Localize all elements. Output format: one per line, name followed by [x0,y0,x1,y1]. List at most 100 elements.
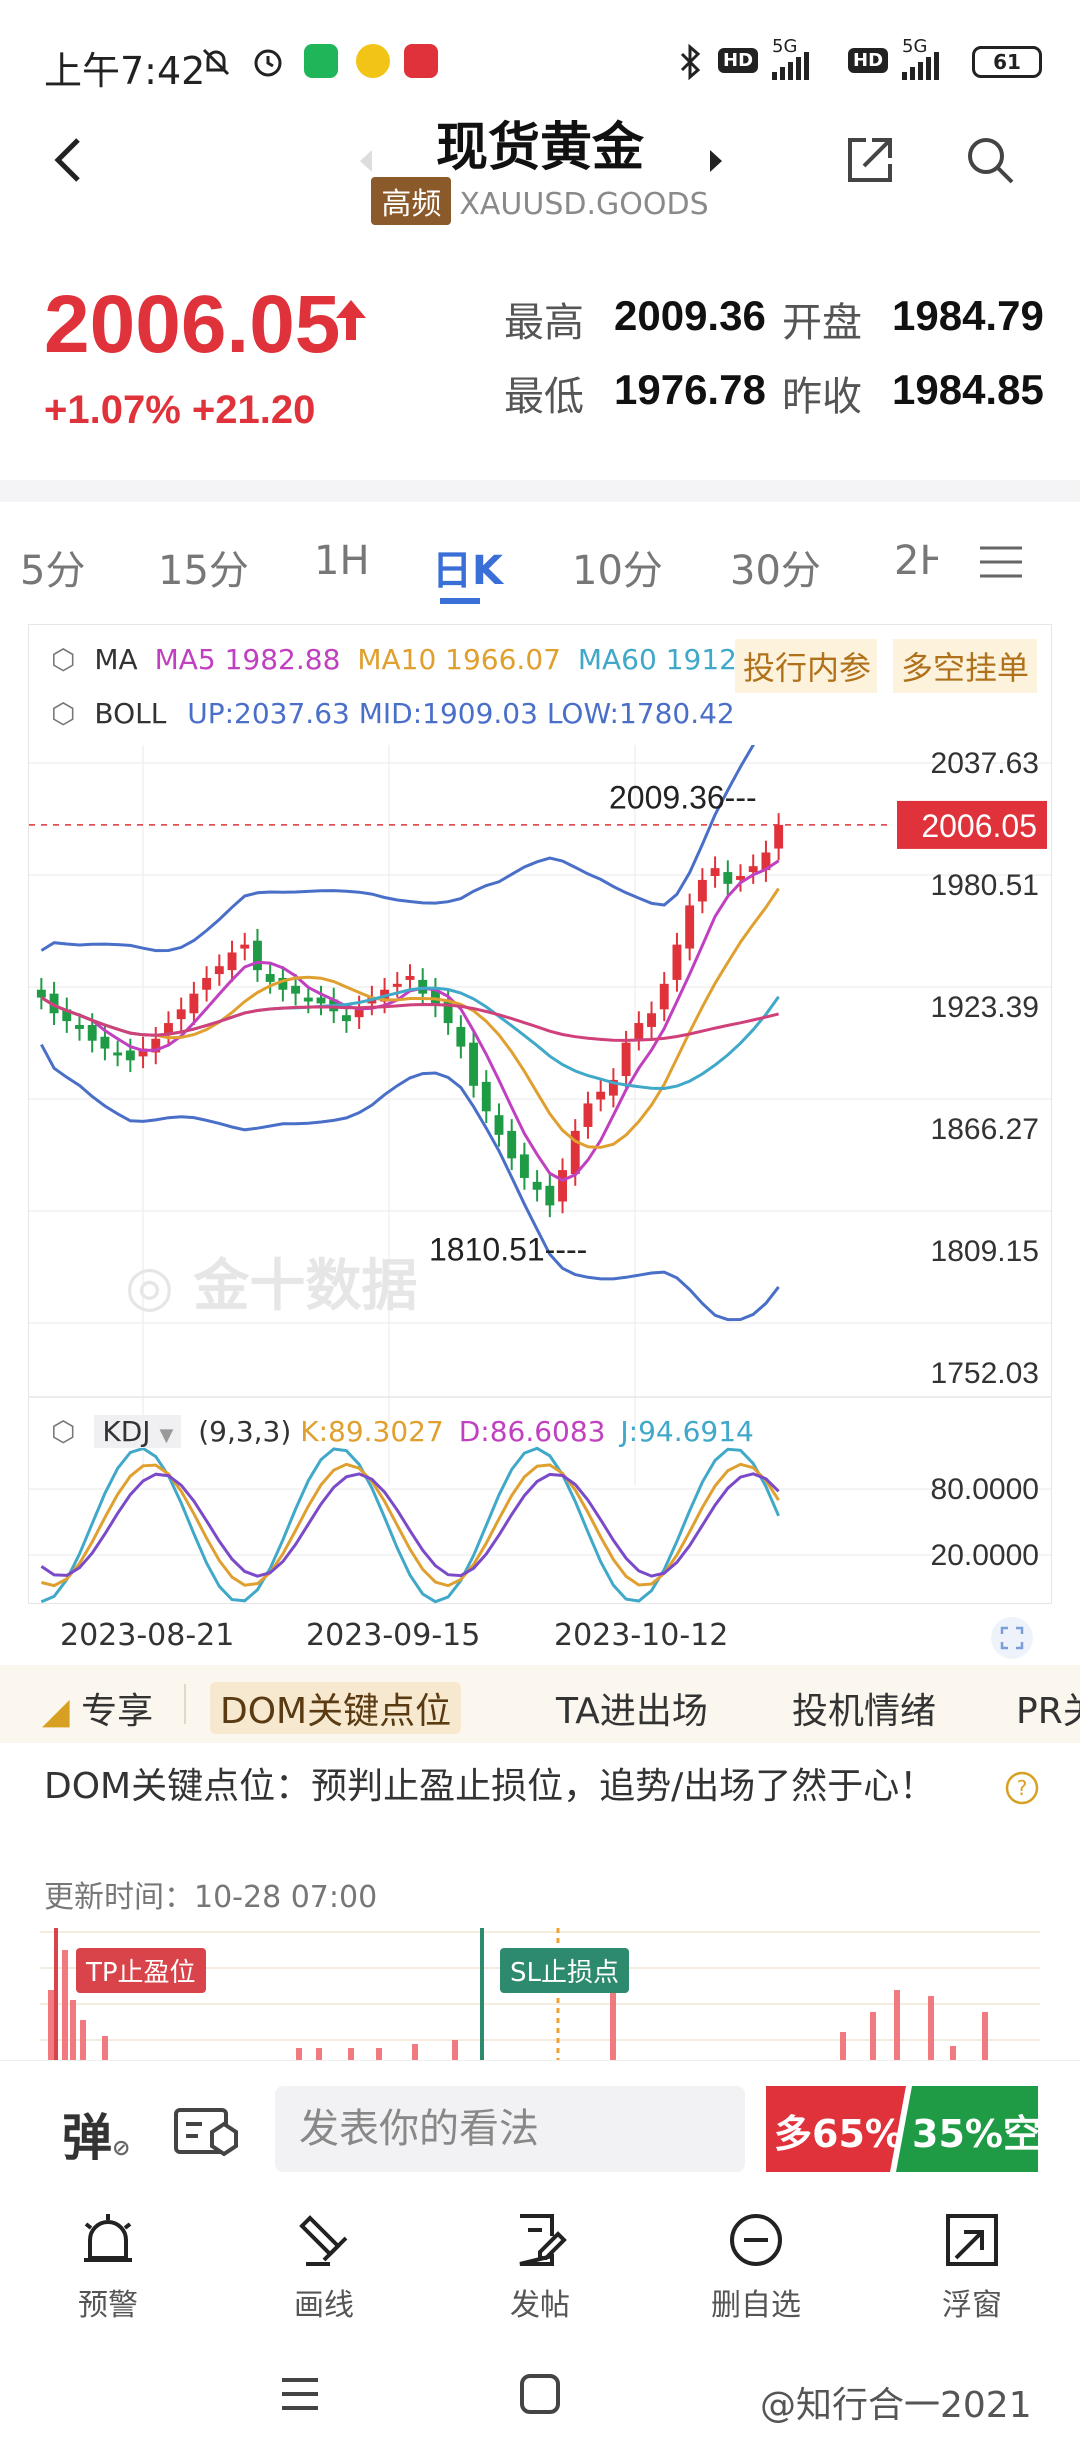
danmu-off-icon: ⊘ [112,2136,131,2161]
candle-body [240,944,250,949]
nav-alert[interactable]: 预警 [8,2210,208,2324]
home-icon[interactable] [516,2370,564,2418]
dom-bar [80,2020,86,2060]
recent-apps-icon[interactable] [276,2370,324,2418]
chart-panel[interactable]: ⬡ MA MA5 1982.88 MA10 1966.07 MA60 1912.… [28,624,1052,1604]
tab-exclusive[interactable]: ◢ 专享 [42,1682,153,1734]
nav-draw-label: 画线 [294,2288,354,2323]
open-label: 开盘 [782,300,862,346]
bull-bear-vote[interactable] [766,2086,1038,2172]
hexagon-icon[interactable]: ⬡ [51,697,76,730]
ma5-value: MA5 1982.88 [154,643,341,676]
candlestick-chart[interactable]: 2037.63 1980.51 1923.39 1866.27 1809.15 1752.… [29,745,1051,1605]
dom-histogram[interactable] [40,1928,1040,2060]
nav-float-window[interactable]: 浮窗 [872,2210,1072,2324]
tab-5min[interactable]: 5分 [20,548,86,594]
candle-body [494,1115,504,1135]
candle-body [659,983,669,1010]
boll-lower-line [40,1043,780,1322]
candle-body [62,1009,72,1022]
pen-icon [299,2215,348,2266]
tab-10min[interactable]: 10分 [572,548,663,594]
share-icon[interactable] [840,130,900,190]
candle-body [774,824,784,849]
comment-input[interactable]: 发表你的看法 [275,2086,745,2172]
tab-1h[interactable]: 1H [314,538,370,584]
dom-bar [928,1996,934,2060]
crown-icon: ◢ [42,1691,70,1732]
candle-body [303,997,313,1002]
kdj-selector[interactable]: KDJ ▼ [94,1415,182,1448]
price-tick-label: 2037.63 [931,747,1039,780]
help-icon[interactable]: ? [1004,1770,1040,1806]
high-value: 2009.36 [614,292,766,339]
tab-daily[interactable]: 日K [432,548,503,594]
dom-bar [48,1990,54,2060]
candle-body [75,1025,84,1029]
tab-2h[interactable]: 2H [894,538,938,584]
next-instrument-icon[interactable] [706,146,726,176]
tab-30min[interactable]: 30分 [730,548,821,594]
dom-bar [870,2012,876,2060]
candle-body [202,977,212,990]
boll-values: UP:2037.63 MID:1909.03 LOW:1780.42 [187,697,735,730]
nav-remove-watchlist[interactable]: 删自选 [656,2210,856,2324]
candle-body [443,1001,453,1024]
app-notify-icon-yellow [356,44,390,78]
boll-row: ⬡ BOLL UP:2037.63 MID:1909.03 LOW:1780.4… [51,697,735,730]
kdj-d-value: D:86.6083 [458,1415,606,1448]
nav-post[interactable]: 发帖 [440,2210,640,2324]
dom-bar [452,2040,458,2060]
ma5-line [40,859,780,1182]
tab-15min[interactable]: 15分 [158,548,249,594]
chevron-down-icon: ▼ [159,1425,174,1446]
hd-badge: HD [718,48,759,73]
candle-body [634,1023,644,1039]
dom-headline: DOM关键点位：预判止盈止损位，追势/出场了然于心！ [44,1766,936,1807]
candle-body [151,1038,161,1053]
tab-ta-entry[interactable]: TA进出场 [556,1691,708,1732]
dom-bar [950,2046,956,2060]
price-tick-label: 1809.15 [931,1235,1039,1268]
nav-draw[interactable]: 画线 [224,2210,424,2324]
high-annotation: 2009.36--- [609,779,757,815]
boll-upper-line [40,745,756,953]
gift-icon[interactable] [172,2102,242,2162]
price-tick-label: 1752.03 [931,1357,1039,1390]
candle-body [36,989,46,998]
instrument-subtitle: 高频 XAUUSD.GOODS [0,177,1080,225]
signal-icon-2 [902,50,939,80]
back-arrow-icon[interactable] [40,130,100,190]
fullscreen-icon[interactable] [990,1616,1034,1660]
prev-instrument-icon[interactable] [356,146,376,176]
status-time: 上午7:42 [44,49,206,93]
low-value: 1976.78 [614,366,766,413]
candle-body [278,977,288,990]
high-label: 最高 [504,300,584,346]
status-bar: 上午7:42 HD 5G HD 5G 61 [0,0,1080,130]
candle-body [49,993,59,1014]
dom-bar [70,2000,76,2060]
hexagon-icon[interactable]: ⬡ [51,1415,76,1448]
alarm-icon [254,49,282,77]
bear-percent[interactable]: 35%空 [912,2112,1041,2156]
tab-dom-levels[interactable]: DOM关键点位 [210,1682,462,1734]
danmu-toggle[interactable]: 弹⊘ [62,2098,130,2170]
menu-icon[interactable] [976,540,1026,584]
x-tick-label: 2023-09-15 [306,1618,481,1653]
reference-button[interactable]: 投行内参 [735,639,877,693]
price-change: +1.07% +21.20 [44,388,315,433]
candle-body [723,872,733,884]
current-price-tag-bg [897,800,1047,849]
kdj-k-value: K:89.3027 [300,1415,444,1448]
search-icon[interactable] [960,130,1020,190]
instrument-symbol: XAUUSD.GOODS [459,187,709,222]
bull-percent[interactable]: 多65% [774,2112,903,2156]
orders-button[interactable]: 多空挂单 [893,639,1038,693]
candle-body [583,1103,593,1127]
kdj-label: KDJ [102,1415,151,1448]
tab-pr[interactable]: PR关 [1016,1691,1080,1732]
tab-sentiment[interactable]: 投机情绪 [792,1691,937,1732]
minus-circle-icon [730,2214,782,2266]
hexagon-icon[interactable]: ⬡ [51,643,76,676]
